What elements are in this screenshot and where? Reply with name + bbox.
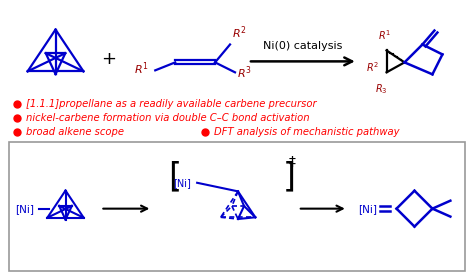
Text: [: [: [168, 160, 181, 193]
FancyBboxPatch shape: [9, 142, 465, 271]
Text: DFT analysis of mechanistic pathway: DFT analysis of mechanistic pathway: [214, 127, 400, 137]
Text: [1.1.1]propellane as a readily available carbene precursor: [1.1.1]propellane as a readily available…: [26, 99, 316, 109]
Text: [Ni]: [Ni]: [358, 204, 377, 214]
Text: +: +: [101, 50, 116, 68]
Text: [Ni]: [Ni]: [173, 178, 191, 188]
Text: Ni(0) catalysis: Ni(0) catalysis: [263, 42, 343, 52]
Text: ‡: ‡: [289, 155, 296, 169]
Text: $R^1$: $R^1$: [134, 60, 149, 77]
Text: $R_3$: $R_3$: [375, 82, 388, 96]
Text: [Ni]: [Ni]: [15, 204, 34, 214]
Text: $R^2$: $R^2$: [232, 25, 246, 42]
Text: $R^2$: $R^2$: [366, 60, 379, 74]
Text: $R^1$: $R^1$: [378, 29, 391, 42]
Text: ]: ]: [283, 160, 296, 193]
Text: broad alkene scope: broad alkene scope: [26, 127, 124, 137]
Text: nickel-carbene formation via double C–C bond activation: nickel-carbene formation via double C–C …: [26, 113, 309, 123]
Text: $R^3$: $R^3$: [237, 64, 252, 81]
